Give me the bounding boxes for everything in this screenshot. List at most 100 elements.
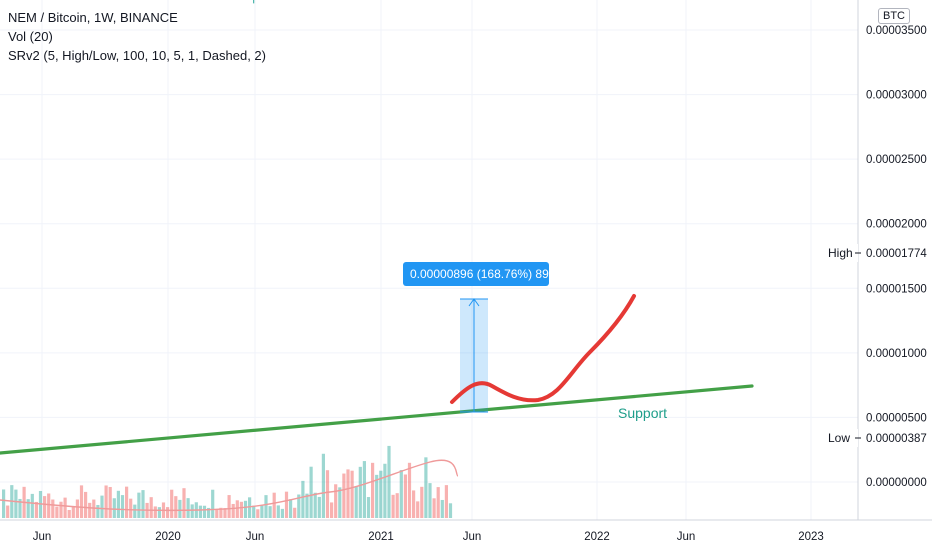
price-tick-label: 0.00002500 <box>866 154 927 166</box>
volume-bar <box>63 497 67 518</box>
volume-bar <box>219 507 223 518</box>
volume-bar <box>141 490 145 518</box>
volume-bar <box>375 474 379 518</box>
volume-bar <box>174 496 178 518</box>
time-tick-label: Jun <box>677 531 696 543</box>
volume-bar <box>305 493 309 518</box>
support-resistance-indicator-label[interactable]: SRv2 (5, High/Low, 100, 10, 5, 1, Dashed… <box>8 48 266 63</box>
price-tick-label: 0.00003500 <box>866 25 927 37</box>
volume-bar <box>338 487 342 518</box>
volume-bar <box>358 466 362 518</box>
volume-bar <box>30 493 34 518</box>
volume-bar <box>198 505 202 518</box>
volume-bar <box>190 504 194 518</box>
time-tick-label: 2023 <box>798 531 824 543</box>
volume-bar <box>284 491 289 518</box>
volume-bar <box>424 457 428 518</box>
volume-bar <box>432 498 436 518</box>
support-label: Support <box>618 405 667 421</box>
volume-indicator-label[interactable]: Vol (20) <box>8 29 53 44</box>
volume-bar <box>231 503 235 518</box>
high-marker-value: 0.00001774 <box>866 248 927 260</box>
price-tick-label: 0.00000500 <box>866 412 927 424</box>
symbol-title[interactable]: NEM / Bitcoin, 1W, BINANCE <box>8 10 178 25</box>
volume-bar <box>436 487 440 518</box>
volume-bar <box>346 469 350 518</box>
volume-bar <box>149 497 153 518</box>
volume-bar <box>96 504 100 518</box>
volume-bar <box>166 507 170 518</box>
volume-bar <box>416 501 420 518</box>
volume-bar <box>129 498 133 518</box>
volume-bar <box>235 500 239 518</box>
volume-bar <box>202 505 207 518</box>
volume-bar <box>51 499 55 518</box>
volume-bar <box>317 496 321 518</box>
price-tick-label: 0.00000000 <box>866 477 927 489</box>
volume-bar <box>391 494 395 518</box>
price-tick-label: 0.00001000 <box>866 348 927 360</box>
volume-bar <box>350 470 354 518</box>
low-marker-label-box <box>822 429 858 447</box>
low-marker: Low 0.00000387 <box>822 429 927 447</box>
chart-legend: NEM / Bitcoin, 1W, BINANCE Vol (20) SRv2… <box>8 8 266 65</box>
volume-bar <box>371 462 375 518</box>
volume-bar <box>309 466 313 518</box>
volume-bar <box>71 505 75 518</box>
volume-bar <box>112 498 116 518</box>
projection-curve <box>450 294 636 404</box>
volume-bar <box>6 505 10 518</box>
time-tick-label: Jun <box>246 531 265 543</box>
volume-bar <box>268 506 272 518</box>
high-marker-label-box <box>822 244 858 262</box>
volume-bar <box>47 493 51 518</box>
volume-bar <box>157 507 161 518</box>
candlestick-series <box>253 0 255 4</box>
volume-bar <box>264 495 268 518</box>
volume-bar <box>395 493 399 518</box>
price-tick-label: 0.00001500 <box>866 283 927 295</box>
volume-bar <box>186 498 190 518</box>
volume-bar <box>67 509 71 518</box>
chart-drawings: Support 0.00000896 (168.76%) 896 <box>0 262 754 455</box>
volume-bar <box>153 506 157 518</box>
volume-bar <box>325 470 330 518</box>
volume-bar <box>207 507 211 518</box>
volume-bar <box>293 507 297 518</box>
volume-bar <box>116 490 120 518</box>
volume-bar <box>26 499 30 518</box>
volume-bar <box>108 486 112 518</box>
volume-bar <box>444 485 448 518</box>
time-tick-label: Jun <box>33 531 52 543</box>
low-marker-label: Low <box>828 431 850 445</box>
volume-bar <box>215 509 219 518</box>
volume-bar <box>75 499 79 518</box>
volume-bar <box>334 484 338 518</box>
price-tick-label: 0.00002000 <box>866 219 927 231</box>
volume-bar <box>272 492 276 518</box>
time-tick-label: 2021 <box>368 531 394 543</box>
volume-ma-line <box>0 459 459 512</box>
currency-badge[interactable]: BTC <box>878 8 910 24</box>
chart-grid <box>0 0 858 520</box>
volume-bar <box>383 463 387 518</box>
volume-bar <box>330 502 334 518</box>
volume-bar <box>239 501 243 518</box>
high-marker: High 0.00001774 <box>822 244 927 262</box>
volume-bar <box>18 498 22 518</box>
low-marker-value: 0.00000387 <box>866 433 927 445</box>
time-tick-label: Jun <box>463 531 482 543</box>
volume-bar <box>379 470 383 518</box>
volume-bar <box>125 486 129 518</box>
volume-bar <box>412 490 416 518</box>
time-tick-label: 2020 <box>155 531 181 543</box>
volume-bar <box>354 486 358 518</box>
volume-bar <box>440 499 444 518</box>
volume-bars <box>0 445 459 518</box>
measure-label-box <box>403 262 549 286</box>
volume-bar <box>448 503 453 518</box>
volume-bar <box>137 492 141 518</box>
measure-label: 0.00000896 (168.76%) 896 <box>410 267 556 281</box>
